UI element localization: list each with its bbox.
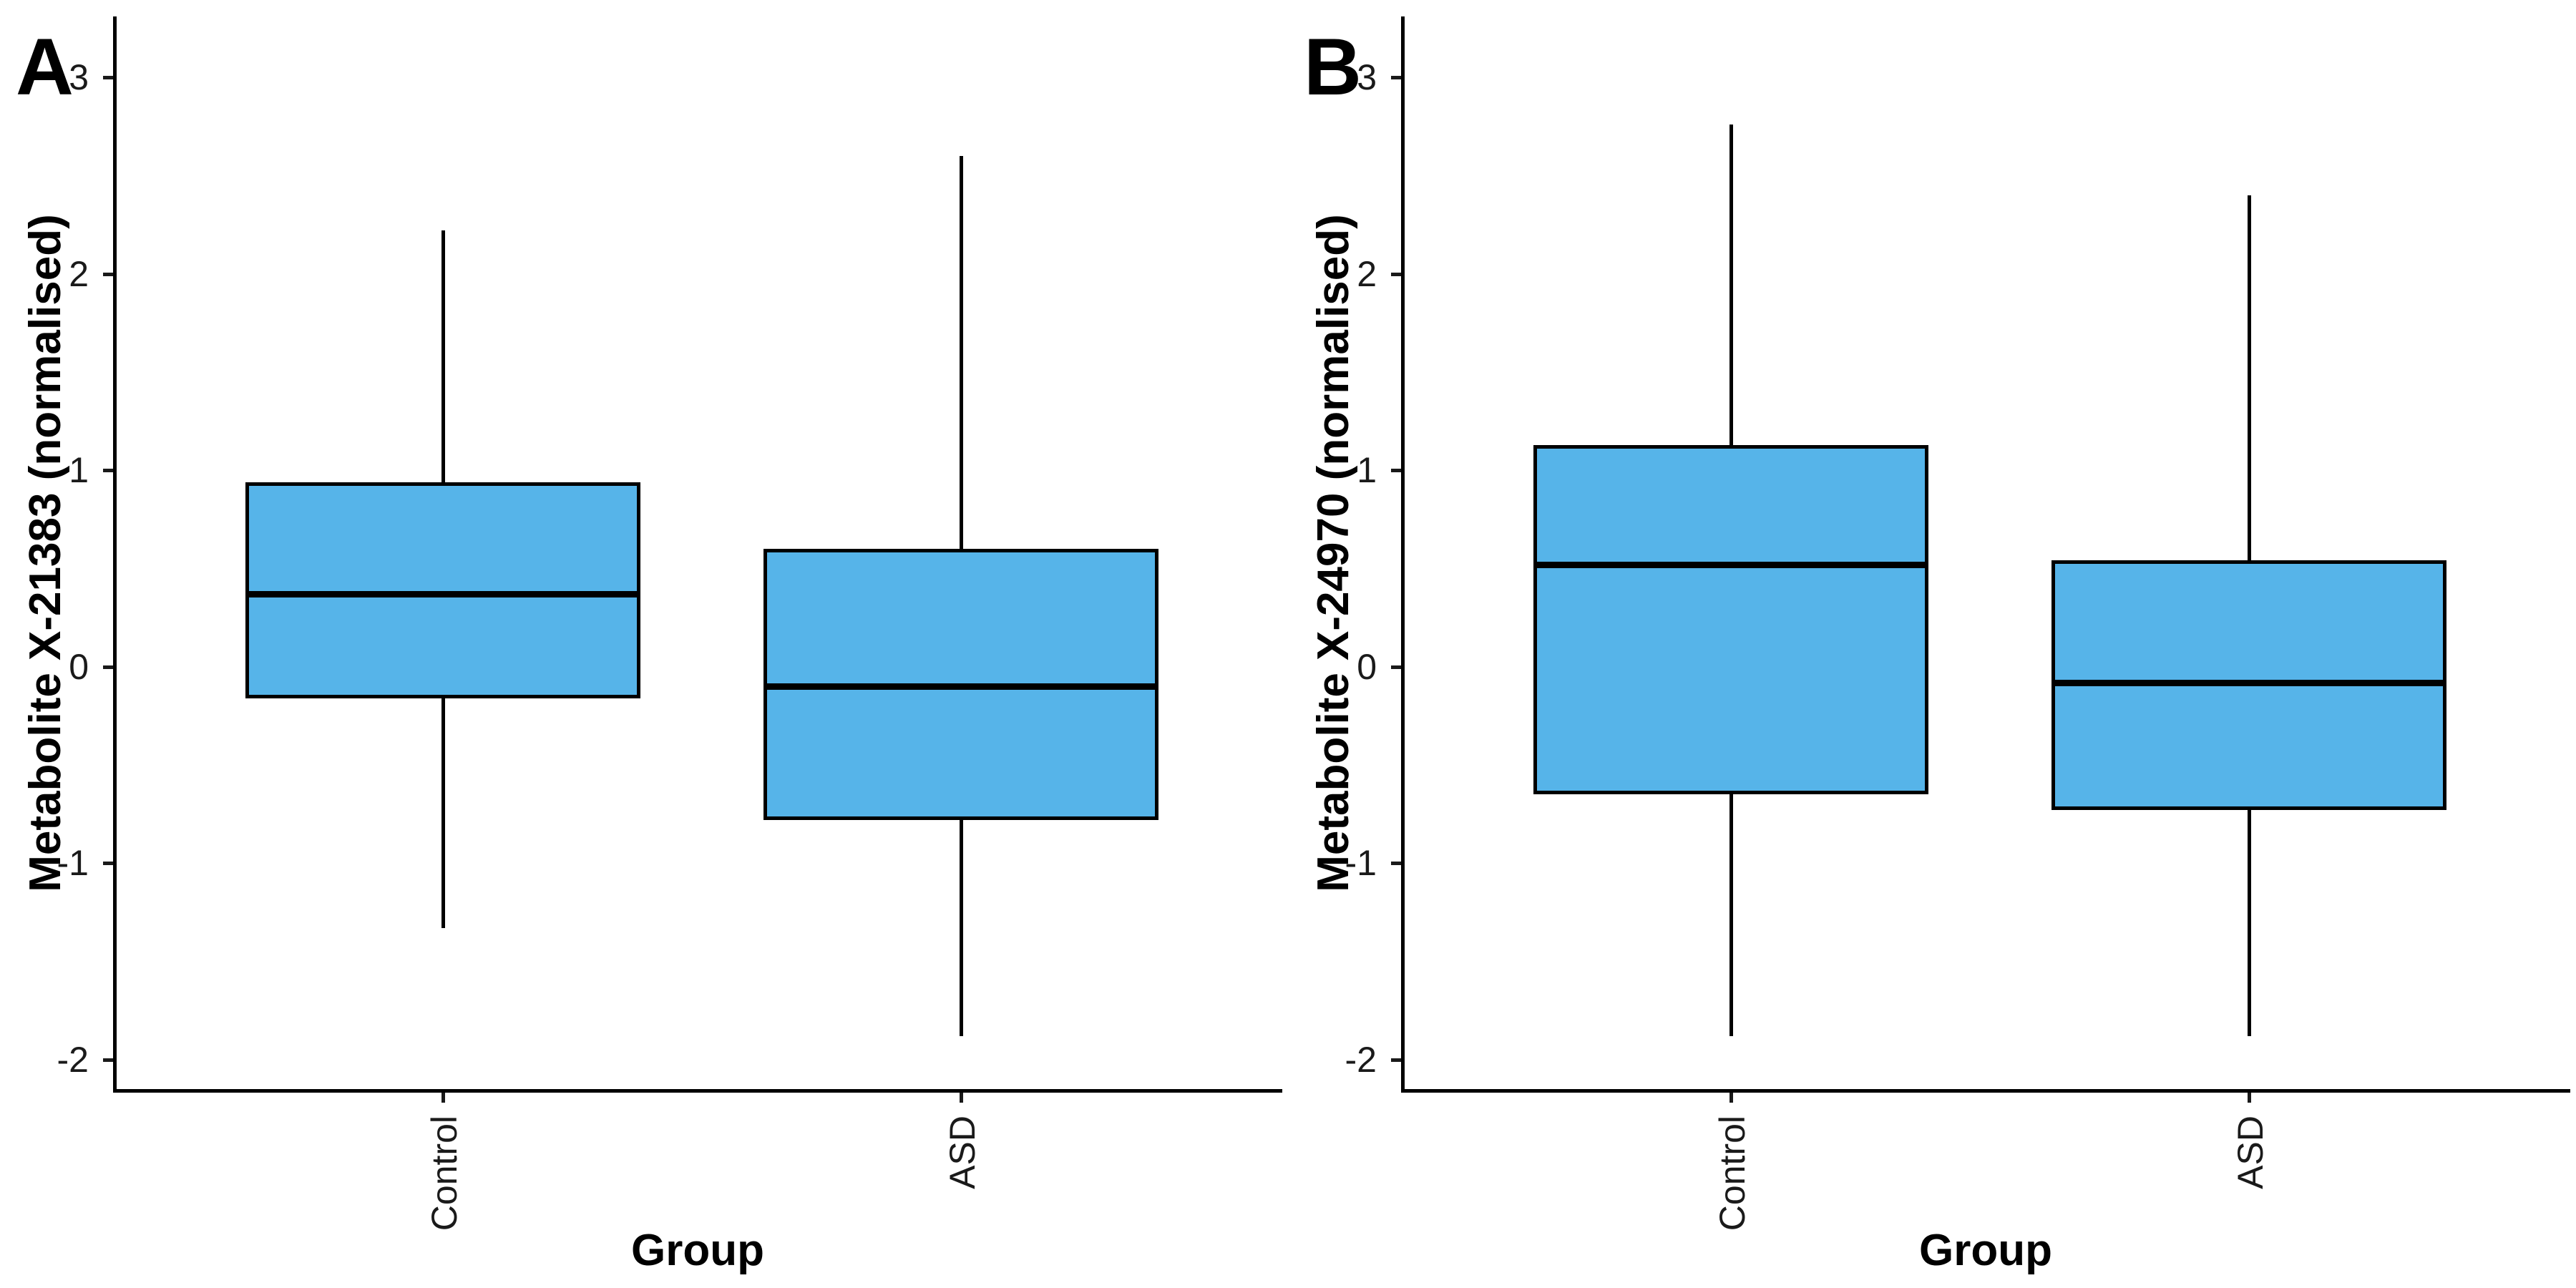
y-tick-label: 3: [1357, 57, 1377, 98]
y-axis-title: Metabolite X-21383 (normalised): [21, 213, 70, 892]
boxplot-box-control: [1533, 444, 1928, 795]
panel-letter: A: [16, 22, 74, 112]
x-axis-line: [113, 1089, 1282, 1093]
x-tick-label-control: Control: [424, 1116, 464, 1231]
median-line: [1533, 561, 1928, 568]
y-tick-label: 3: [69, 57, 89, 98]
y-tick-mark: [1391, 862, 1401, 866]
y-tick-label: 1: [69, 450, 89, 491]
panel-a: A Metabolite X-21383 (normalised) 3 2 1 0 -1 -2…: [16, 16, 1282, 1275]
x-axis-title: Group: [1919, 1226, 2052, 1275]
y-axis-line: [113, 16, 117, 1093]
y-tick-label: 2: [69, 253, 89, 294]
y-tick-mark: [103, 862, 113, 866]
x-tick-label-asd: ASD: [2230, 1116, 2270, 1189]
y-tick-label: -1: [57, 843, 89, 884]
y-tick-mark: [1391, 76, 1401, 80]
y-tick-mark: [1391, 1058, 1401, 1062]
x-axis-title: Group: [631, 1226, 764, 1275]
x-axis-line: [1401, 1089, 2570, 1093]
y-axis-line: [1401, 16, 1405, 1093]
y-axis-title: Metabolite X-24970 (normalised): [1309, 213, 1358, 892]
y-tick-mark: [103, 665, 113, 669]
y-tick-label: 1: [1357, 450, 1377, 491]
panel-letter: B: [1304, 22, 1362, 112]
y-tick-label: 0: [1357, 646, 1377, 687]
x-tick-mark: [959, 1093, 963, 1103]
y-tick-mark: [1391, 469, 1401, 473]
x-tick-mark: [2247, 1093, 2251, 1103]
y-tick-mark: [1391, 272, 1401, 276]
median-line: [2051, 679, 2446, 686]
y-tick-label: 0: [69, 646, 89, 687]
median-line: [763, 683, 1158, 691]
y-tick-label: -2: [1345, 1039, 1377, 1080]
y-tick-mark: [1391, 665, 1401, 669]
x-tick-mark: [441, 1093, 445, 1103]
boxplot-box-control: [245, 482, 640, 698]
median-line: [245, 591, 640, 598]
y-tick-mark: [103, 1058, 113, 1062]
y-tick-mark: [103, 272, 113, 276]
y-tick-label: 2: [1357, 253, 1377, 294]
y-tick-mark: [103, 76, 113, 80]
y-tick-mark: [103, 469, 113, 473]
panel-b: B Metabolite X-24970 (normalised) 3 2 1 0 -1 -2…: [1288, 0, 2576, 1288]
x-tick-label-control: Control: [1712, 1116, 1752, 1231]
x-tick-label-asd: ASD: [942, 1116, 982, 1189]
y-tick-label: -1: [1345, 843, 1377, 884]
x-tick-mark: [1729, 1093, 1733, 1103]
y-tick-label: -2: [57, 1039, 89, 1080]
